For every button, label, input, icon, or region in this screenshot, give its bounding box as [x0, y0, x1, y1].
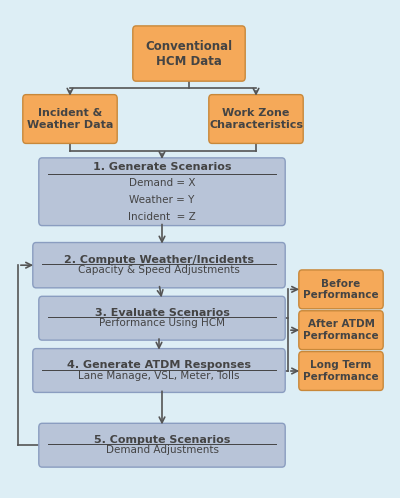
FancyBboxPatch shape — [299, 352, 383, 390]
FancyBboxPatch shape — [23, 95, 117, 143]
FancyBboxPatch shape — [33, 243, 285, 288]
FancyBboxPatch shape — [299, 270, 383, 309]
Text: Before
Performance: Before Performance — [303, 278, 379, 300]
Text: Incident  = Z: Incident = Z — [128, 212, 196, 222]
FancyBboxPatch shape — [33, 349, 285, 392]
Text: Incident &
Weather Data: Incident & Weather Data — [27, 108, 113, 130]
Text: 4. Generate ATDM Responses: 4. Generate ATDM Responses — [67, 361, 251, 371]
Text: Lane Manage, VSL, Meter, Tolls: Lane Manage, VSL, Meter, Tolls — [78, 371, 240, 380]
Text: Work Zone
Characteristics: Work Zone Characteristics — [209, 108, 303, 130]
Text: Conventional
HCM Data: Conventional HCM Data — [146, 39, 232, 68]
Text: 5. Compute Scenarios: 5. Compute Scenarios — [94, 435, 230, 445]
FancyBboxPatch shape — [39, 296, 285, 340]
Text: Demand = X: Demand = X — [129, 178, 195, 188]
FancyBboxPatch shape — [39, 423, 285, 467]
Text: 1. Generate Scenarios: 1. Generate Scenarios — [93, 162, 231, 172]
Text: Weather = Y: Weather = Y — [129, 195, 195, 205]
FancyBboxPatch shape — [39, 158, 285, 226]
FancyBboxPatch shape — [299, 311, 383, 350]
Text: 3. Evaluate Scenarios: 3. Evaluate Scenarios — [94, 308, 230, 318]
Text: 2. Compute Weather/Incidents: 2. Compute Weather/Incidents — [64, 255, 254, 265]
FancyBboxPatch shape — [209, 95, 303, 143]
Text: Performance Using HCM: Performance Using HCM — [99, 318, 225, 328]
Text: Long Term
Performance: Long Term Performance — [303, 360, 379, 382]
FancyBboxPatch shape — [133, 26, 245, 81]
Text: Capacity & Speed Adjustments: Capacity & Speed Adjustments — [78, 265, 240, 275]
Text: Demand Adjustments: Demand Adjustments — [106, 445, 218, 455]
Text: After ATDM
Performance: After ATDM Performance — [303, 319, 379, 341]
